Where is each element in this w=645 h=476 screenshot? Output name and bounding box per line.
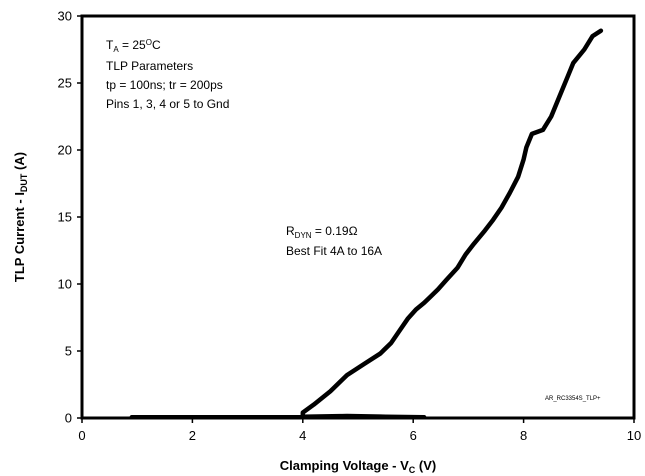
y-tick-label: 30 [58,9,72,24]
x-axis-title: Clamping Voltage - VC (V) [280,458,437,475]
y-tick-label: 5 [65,344,72,359]
figure-id-watermark: AR_RC3354S_TLP+ [545,396,601,402]
y-tick-label: 25 [58,76,72,91]
x-axis-title-main: Clamping Voltage - V [280,458,409,473]
y-tick-label: 20 [58,143,72,158]
rdyn-suffix: = 0.19Ω [312,224,358,238]
y-axis-title-suffix: (A) [12,152,27,174]
x-tick-label: 10 [627,428,641,443]
y-axis-title-subscript: DUT [19,173,29,192]
test-conditions-annotation: TA = 25OC TLP Parameters tp = 100ns; tr … [106,38,229,111]
temp-superscript: O [146,38,152,47]
pulse-timing-text: tp = 100ns; tr = 200ps [106,78,223,92]
y-axis-title: TLP Current - IDUT (A) [12,152,29,282]
y-tick-label: 10 [58,277,72,292]
best-fit-text: Best Fit 4A to 16A [286,244,382,258]
x-tick-label: 2 [189,428,196,443]
tlp-parameters-text: TLP Parameters [106,59,193,73]
x-axis-ticks: 0 2 4 6 8 10 [78,418,641,443]
temp-suffix: C [152,38,161,52]
dynamic-resistance-annotation: RDYN = 0.19Ω Best Fit 4A to 16A [286,224,382,258]
x-tick-label: 4 [299,428,306,443]
pin-config-text: Pins 1, 3, 4 or 5 to Gnd [106,97,229,111]
rdyn-text: RDYN = 0.19Ω [286,224,358,240]
x-axis-title-suffix: (V) [415,458,436,473]
ambient-temperature-text: TA = 25OC [106,38,161,54]
y-tick-label: 0 [65,411,72,426]
rdyn-main: R [286,224,295,238]
temp-main: T [106,38,114,52]
x-axis-title-subscript: C [409,465,416,475]
y-axis-ticks: 0 5 10 15 20 25 30 [58,9,82,426]
temp-subscript: A [113,45,119,54]
y-axis-title-main: TLP Current - I [12,192,27,282]
temp-mid: = 25 [119,38,146,52]
rdyn-subscript: DYN [295,231,312,240]
y-tick-label: 15 [58,210,72,225]
x-tick-label: 0 [78,428,85,443]
x-tick-label: 6 [410,428,417,443]
x-tick-label: 8 [520,428,527,443]
